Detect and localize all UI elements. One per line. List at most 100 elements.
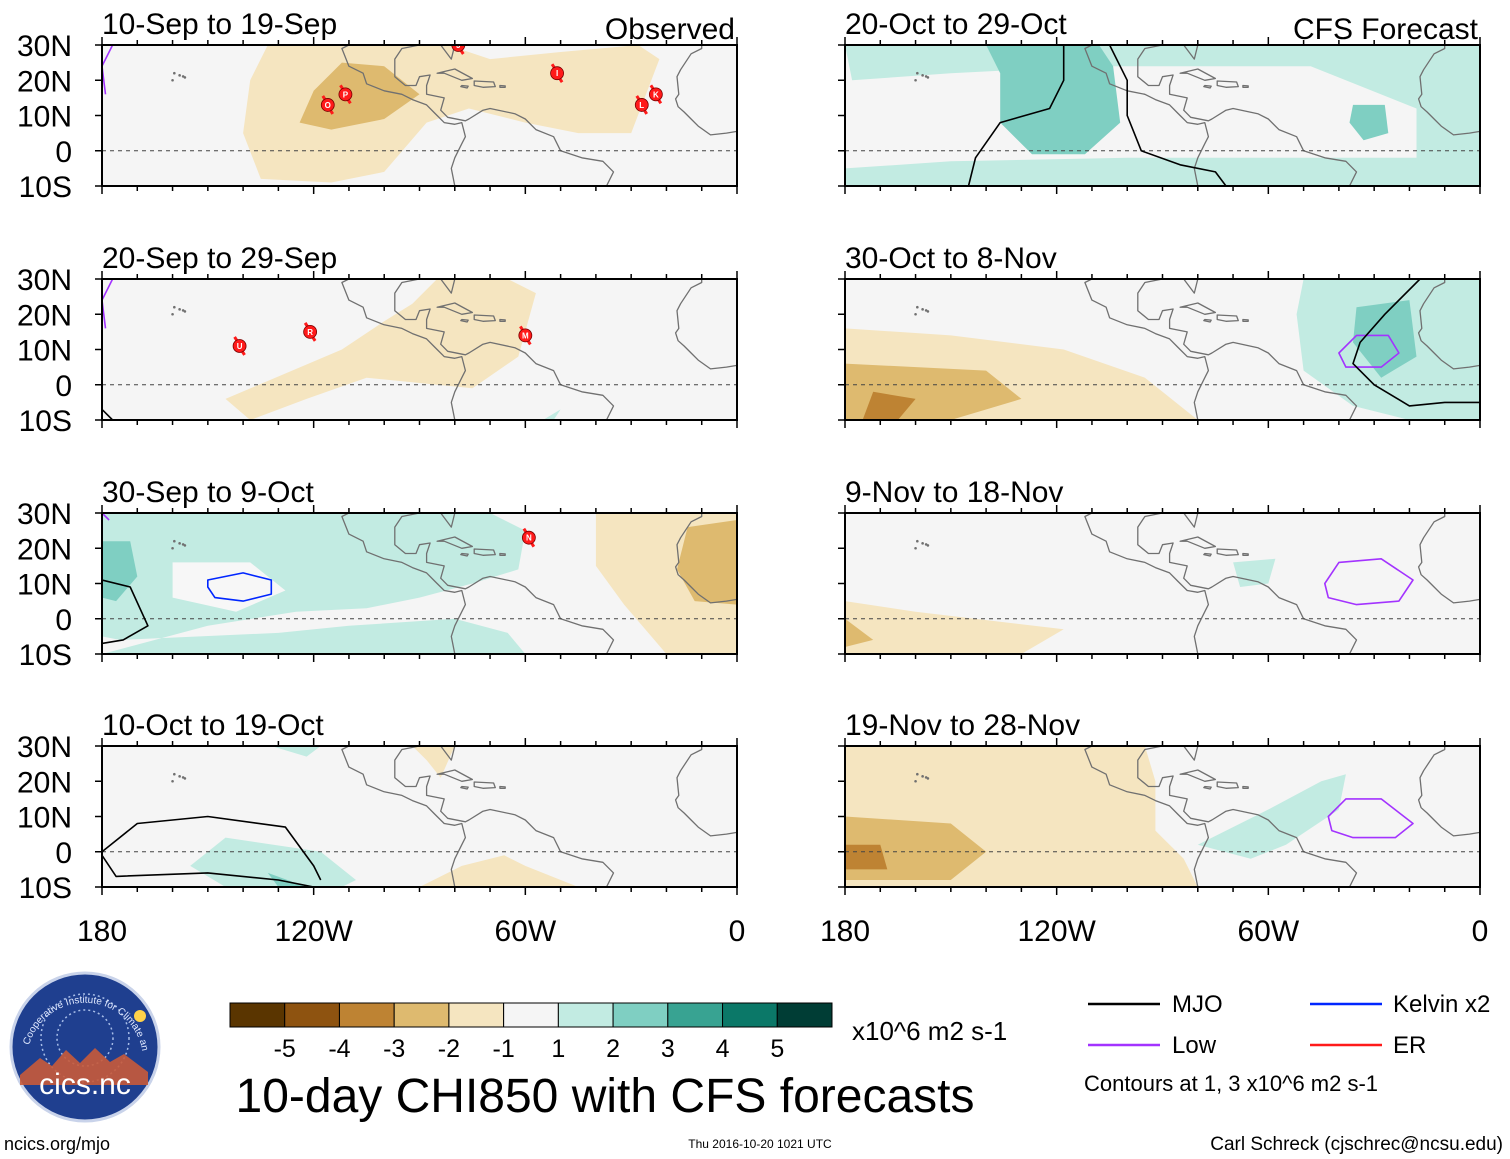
coastline bbox=[1417, 513, 1480, 604]
colorbar-swatch bbox=[667, 1002, 724, 1028]
island bbox=[921, 74, 924, 77]
anomaly-shading bbox=[1353, 300, 1417, 378]
colorbar-units: x10^6 m2 s-1 bbox=[852, 1016, 1007, 1046]
anomaly-shading bbox=[172, 562, 286, 612]
storm-marker: N bbox=[521, 527, 536, 548]
lat-label: 10S bbox=[19, 872, 72, 905]
anomaly-shading bbox=[1349, 104, 1389, 141]
colorbar-tick-label: 2 bbox=[606, 1035, 620, 1063]
anomaly-shading bbox=[1233, 558, 1276, 587]
anomaly-shading bbox=[267, 872, 307, 887]
colorbar-tick-label: -3 bbox=[383, 1035, 405, 1063]
storm-marker: L bbox=[634, 95, 649, 115]
anomaly-shading bbox=[102, 513, 526, 654]
lat-label: 10N bbox=[17, 569, 72, 602]
wave-contour bbox=[102, 408, 114, 420]
coastline bbox=[1216, 548, 1239, 556]
colorbar-swatch bbox=[557, 1002, 614, 1028]
lat-label: 0 bbox=[55, 604, 72, 637]
lon-label: 0 bbox=[729, 915, 746, 948]
island bbox=[921, 308, 924, 311]
colorbar-tick-label: -1 bbox=[493, 1035, 515, 1063]
coastline bbox=[674, 746, 737, 837]
lat-label: 10S bbox=[19, 405, 72, 438]
coastline bbox=[674, 45, 737, 136]
coastline bbox=[1084, 746, 1358, 887]
coastline bbox=[473, 80, 496, 88]
coastline bbox=[341, 45, 615, 186]
legend-contour-note: Contours at 1, 3 x10^6 m2 s-1 bbox=[1084, 1071, 1378, 1096]
lat-label: 30N bbox=[17, 30, 72, 63]
colorbar-swatch bbox=[776, 1002, 833, 1028]
anomaly-shading bbox=[1197, 774, 1346, 859]
storm-dot bbox=[303, 324, 318, 339]
storm-id: L bbox=[639, 101, 644, 110]
coastline bbox=[473, 548, 496, 556]
lat-label: 0 bbox=[55, 370, 72, 403]
island bbox=[914, 312, 917, 316]
lon-label: 0 bbox=[1472, 915, 1489, 948]
island bbox=[924, 309, 928, 312]
coastline bbox=[1203, 318, 1212, 323]
map-panel-body bbox=[845, 513, 1480, 654]
anomaly-shading bbox=[412, 746, 455, 778]
lat-label: 10N bbox=[17, 802, 72, 835]
lat-label: 0 bbox=[55, 837, 72, 870]
storm-dot bbox=[521, 530, 536, 545]
main-title: 10-day CHI850 with CFS forecasts bbox=[236, 1070, 975, 1123]
island bbox=[178, 74, 181, 77]
storm-dot bbox=[648, 87, 663, 102]
lat-label: 20N bbox=[17, 299, 72, 332]
island bbox=[921, 775, 924, 778]
wave-contour bbox=[102, 854, 314, 887]
island bbox=[921, 542, 924, 545]
panel-title: 30-Oct to 8-Nov bbox=[845, 242, 1057, 275]
map-panel: N 30-Sep to 9-Oct bbox=[95, 476, 738, 662]
island bbox=[916, 539, 919, 543]
map-panel: O P I LK J 10-Sep to 19-Sep Observed bbox=[95, 8, 738, 194]
lat-label: 20N bbox=[17, 766, 72, 799]
island bbox=[171, 312, 174, 316]
storm-dot bbox=[338, 87, 353, 102]
storm-dot bbox=[550, 66, 564, 81]
island bbox=[924, 543, 928, 546]
panel-title: 9-Nov to 18-Nov bbox=[845, 476, 1063, 509]
storm-marker: U bbox=[232, 336, 247, 356]
map-panel-body bbox=[845, 279, 1480, 420]
coastline bbox=[473, 781, 496, 789]
colorbar-tick-label: 1 bbox=[551, 1035, 565, 1063]
wave-contour bbox=[102, 579, 149, 645]
island bbox=[171, 546, 174, 550]
lat-label: 10N bbox=[17, 101, 72, 134]
coastline bbox=[1216, 314, 1239, 322]
coastline bbox=[1179, 536, 1217, 549]
coastline bbox=[1417, 45, 1480, 136]
footer-url: ncics.org/mjo bbox=[4, 1134, 110, 1154]
colorbar-swatch bbox=[722, 1002, 778, 1028]
lat-label: 10S bbox=[19, 171, 72, 204]
panel-label: CFS Forecast bbox=[1293, 13, 1479, 46]
legend-er-label: ER bbox=[1393, 1032, 1426, 1059]
colorbar-tick-label: -5 bbox=[274, 1035, 296, 1063]
map-panel: 9-Nov to 18-Nov bbox=[838, 476, 1481, 662]
island bbox=[173, 539, 176, 543]
lat-label: 30N bbox=[17, 731, 72, 764]
colorbar-tick-label: 3 bbox=[661, 1035, 675, 1063]
logo-inner-ring bbox=[40, 993, 130, 1083]
storm-id: R bbox=[307, 328, 313, 337]
wave-contour bbox=[1338, 334, 1400, 368]
coastline bbox=[1242, 785, 1249, 789]
coastline bbox=[1216, 80, 1239, 88]
storm-marker: O bbox=[320, 95, 335, 115]
coastline bbox=[436, 536, 474, 549]
island bbox=[178, 308, 181, 311]
coastline bbox=[436, 769, 474, 782]
storm-marker: K bbox=[648, 84, 663, 105]
coastline bbox=[460, 552, 469, 557]
panel-label: Observed bbox=[605, 13, 735, 46]
coastline bbox=[499, 318, 506, 322]
island bbox=[173, 71, 176, 75]
anomaly-shading bbox=[845, 601, 1064, 654]
map-panel: 10-Oct to 19-Oct bbox=[95, 709, 738, 895]
